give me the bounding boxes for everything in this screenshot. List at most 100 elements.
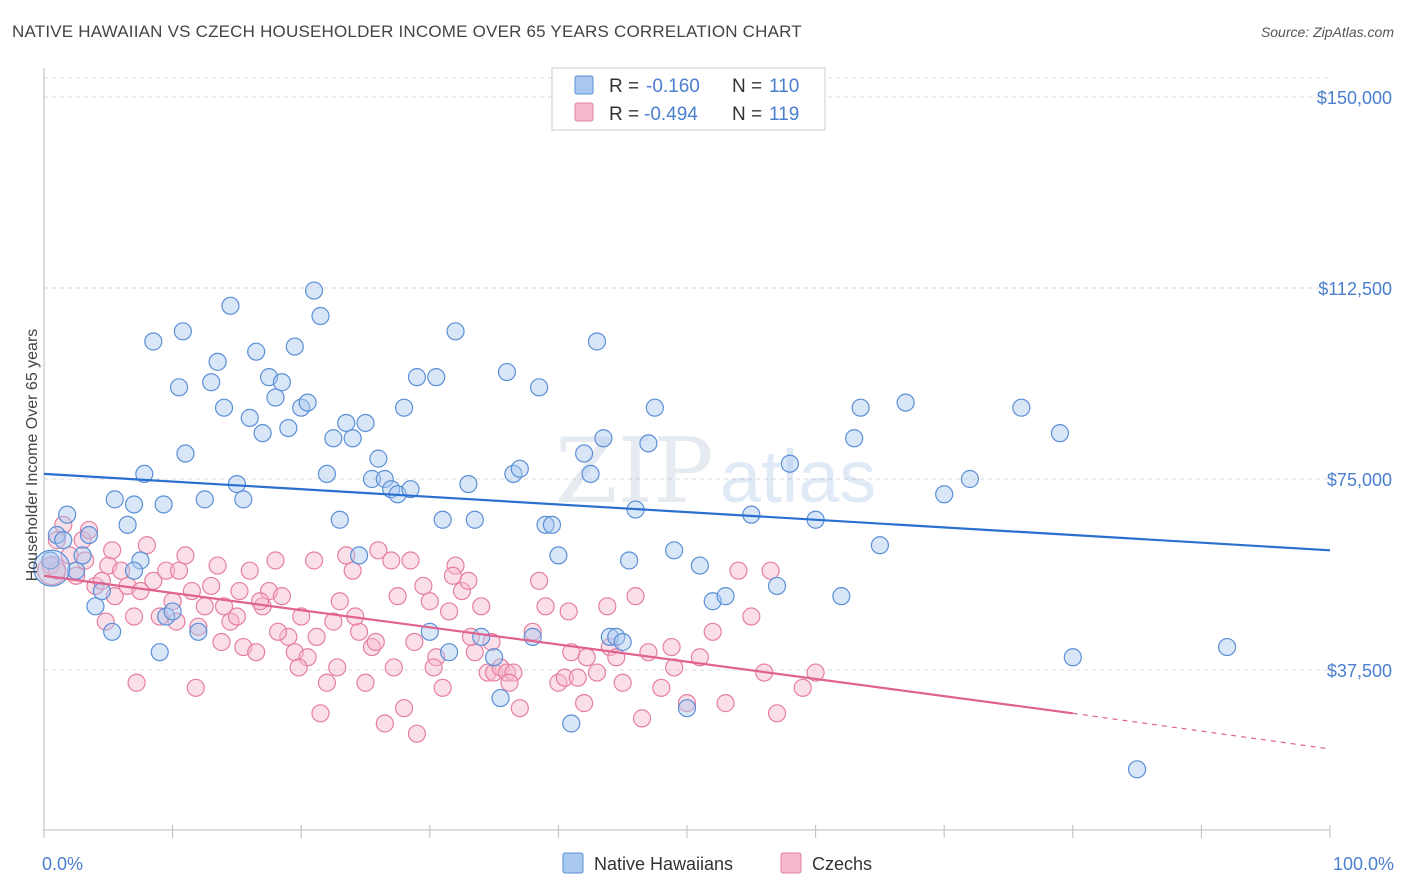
native-hawaiians-point-22 bbox=[176, 444, 195, 463]
legend-r-value-2: -0.494 bbox=[644, 104, 698, 125]
legend-n-value-1: 110 bbox=[769, 76, 799, 97]
native-hawaiians-point-64 bbox=[465, 510, 484, 529]
axes bbox=[43, 68, 1331, 838]
czechs-point-100 bbox=[127, 673, 146, 692]
native-hawaiians-point-35 bbox=[266, 388, 285, 407]
native-hawaiians-point-33 bbox=[253, 424, 272, 443]
czechs-point-58 bbox=[414, 576, 433, 596]
czechs-point-54 bbox=[388, 587, 407, 606]
native-hawaiians-point-23 bbox=[189, 622, 208, 641]
native-hawaiians-point-3 bbox=[58, 505, 77, 524]
czechs-point-97 bbox=[767, 704, 787, 723]
czechs-point-13 bbox=[124, 607, 144, 626]
native-hawaiians-point-59 bbox=[427, 368, 446, 387]
native-hawaiians-point-24 bbox=[195, 490, 214, 509]
czechs-point-113 bbox=[405, 632, 424, 652]
czechs-point-122 bbox=[662, 637, 681, 657]
y-tick-label-2: $112,500 bbox=[1318, 279, 1392, 299]
czechs-point-23 bbox=[189, 617, 208, 636]
czechs-point-127 bbox=[103, 541, 122, 560]
czechs-point-57 bbox=[407, 724, 427, 743]
czechs-point-103 bbox=[212, 632, 231, 652]
czechs-point-123 bbox=[729, 561, 748, 580]
czechs-point-75 bbox=[530, 571, 549, 590]
native-hawaiians-point-63 bbox=[459, 474, 478, 494]
native-hawaiians-point-26 bbox=[208, 352, 227, 371]
czechs-point-41 bbox=[304, 551, 324, 570]
czechs-point-108 bbox=[307, 627, 326, 646]
czechs-point-42 bbox=[311, 704, 330, 723]
native-hawaiians-point-16 bbox=[150, 643, 169, 662]
native-hawaiians-point-2 bbox=[54, 531, 73, 550]
czechs-point-18 bbox=[157, 561, 176, 580]
native-hawaiians-point-97 bbox=[832, 587, 851, 606]
y-tick-label-0: $37,500 bbox=[1327, 661, 1392, 681]
czechs-point-119 bbox=[559, 602, 578, 621]
y-tick-labels: $37,500 $75,000 $112,500 $150,000 bbox=[1317, 88, 1392, 681]
czechs-point-117 bbox=[482, 632, 501, 652]
y-tick-label-1: $75,000 bbox=[1327, 470, 1392, 490]
native-hawaiians-point-62 bbox=[446, 322, 465, 341]
native-hawaiians-point-101 bbox=[896, 393, 915, 412]
native-hawaiians-point-48 bbox=[349, 546, 369, 565]
czechs-point-118 bbox=[500, 673, 519, 692]
native-hawaiians-point-43 bbox=[317, 464, 337, 484]
czechs-point-32 bbox=[247, 643, 266, 662]
czechs-point-126 bbox=[76, 551, 95, 570]
native-hawaiians-point-75 bbox=[549, 546, 568, 565]
czechs-point-61 bbox=[433, 678, 452, 697]
legend-r-value-1: -0.160 bbox=[646, 76, 700, 97]
native-hawaiians-point-65 bbox=[472, 627, 491, 646]
legend-n-label-2: N = bbox=[732, 104, 762, 125]
native-hawaiians-point-108 bbox=[1218, 637, 1237, 657]
czechs-point-111 bbox=[366, 632, 385, 652]
czechs-point-66 bbox=[465, 643, 484, 662]
czechs-point-65 bbox=[459, 571, 478, 590]
native-hawaiians-point-78 bbox=[581, 464, 600, 484]
native-hawaiians-point-50 bbox=[362, 469, 382, 489]
czechs-point-101 bbox=[167, 612, 186, 631]
legend-n-value-2: 119 bbox=[769, 104, 799, 125]
czechs-point-55 bbox=[394, 699, 414, 718]
czechs-point-36 bbox=[272, 587, 292, 606]
czechs-point-53 bbox=[382, 551, 401, 570]
czechs-point-46 bbox=[337, 546, 356, 565]
czechs-point-91 bbox=[677, 694, 697, 713]
correlation-legend: R = -0.160 N = 110 R = -0.494 N = 119 bbox=[551, 67, 826, 131]
native-hawaiians-point-40 bbox=[298, 393, 317, 412]
native-hawaiians-point-14 bbox=[135, 464, 154, 484]
native-hawaiians-point-19 bbox=[163, 602, 182, 621]
native-hawaiians-point-104 bbox=[1012, 398, 1031, 417]
legend-n-label-1: N = bbox=[732, 76, 762, 97]
native-hawaiians-point-6 bbox=[79, 525, 99, 545]
native-hawaiians-point-60 bbox=[433, 510, 452, 529]
native-hawaiians-point-27 bbox=[214, 398, 234, 417]
native-hawaiians-point-95 bbox=[780, 454, 799, 473]
native-hawaiians-point-86 bbox=[639, 434, 658, 453]
legend-bottom-label-1: Native Hawaiians bbox=[594, 854, 733, 874]
czechs-point-25 bbox=[202, 576, 221, 596]
native-hawaiians-point-46 bbox=[337, 413, 356, 433]
czechs-point-81 bbox=[575, 694, 594, 713]
native-hawaiians-point-36 bbox=[272, 373, 292, 392]
legend-r-label-2: R = bbox=[609, 104, 639, 125]
y-tick-label-3: $150,000 bbox=[1317, 88, 1392, 108]
chart-title: NATIVE HAWAIIAN VS CZECH HOUSEHOLDER INC… bbox=[12, 22, 802, 41]
czechs-point-124 bbox=[761, 561, 780, 580]
czechs-point-2 bbox=[54, 515, 73, 534]
czechs-point-11 bbox=[112, 561, 131, 580]
native-hawaiians-point-57 bbox=[407, 368, 427, 387]
native-hawaiians-point-30 bbox=[234, 490, 253, 509]
x-tick-label-1: 100.0% bbox=[1333, 854, 1394, 874]
czechs-point-51 bbox=[369, 541, 388, 560]
czechs-point-94 bbox=[716, 694, 735, 713]
legend-bottom-label-2: Czechs bbox=[812, 854, 872, 874]
native-hawaiians-point-77 bbox=[575, 444, 594, 463]
legend-bottom-swatch-blue bbox=[562, 852, 584, 874]
czechs-point-20 bbox=[169, 561, 189, 580]
native-hawaiians-point-38 bbox=[285, 337, 304, 356]
native-hawaiians-point-84 bbox=[620, 551, 639, 570]
native-hawaiians-point-5 bbox=[73, 546, 92, 565]
czechs-point-26 bbox=[208, 556, 227, 575]
